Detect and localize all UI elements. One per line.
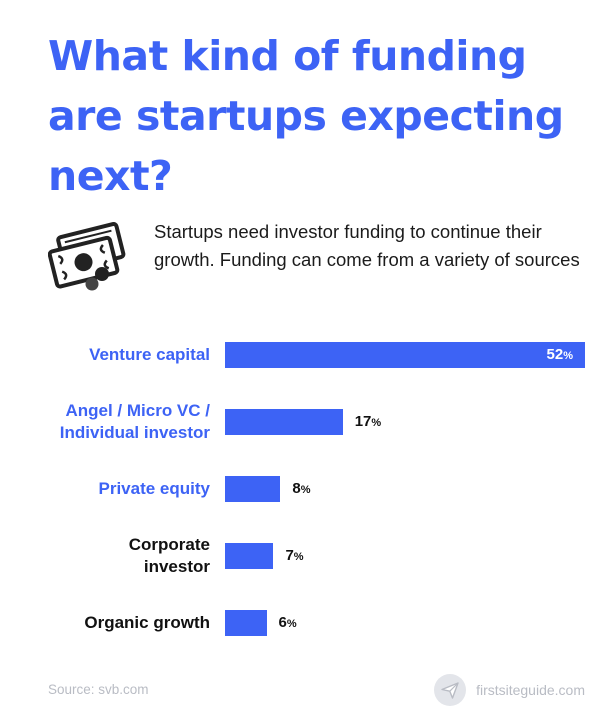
value-number: 8: [292, 480, 301, 497]
page-title: What kind of funding are startups expect…: [48, 32, 564, 200]
value-label: 52%: [225, 342, 573, 369]
value-unit: %: [371, 417, 382, 429]
category-label: Organic growth: [10, 612, 210, 634]
category-label-line: investor: [143, 557, 210, 576]
brand-name: firstsiteguide.com: [476, 682, 585, 698]
intro-section: Startups need investor funding to contin…: [48, 218, 588, 308]
category-label-line: Angel / Micro VC /: [65, 401, 210, 420]
category-label-line: Venture capital: [89, 345, 210, 364]
brand: firstsiteguide.com: [434, 674, 585, 706]
category-label: Venture capital: [10, 344, 210, 366]
value-label: 8%: [292, 476, 310, 503]
category-label-line: Corporate: [128, 535, 210, 554]
value-label: 6%: [279, 610, 297, 637]
source-note: Source: svb.com: [48, 682, 149, 697]
bar: [225, 543, 274, 569]
category-label: Angel / Micro VC / Individual investor: [10, 400, 210, 444]
category-label-line: Individual investor: [59, 423, 210, 442]
value-number: 17: [354, 413, 372, 430]
category-label: Private equity: [10, 478, 211, 500]
value-unit: %: [293, 551, 304, 563]
value-label: 7%: [285, 543, 303, 570]
bar: [225, 610, 267, 636]
bar: [225, 342, 585, 368]
intro-text: Startups need investor funding to contin…: [154, 221, 580, 270]
value-unit: %: [286, 618, 297, 630]
paper-plane-icon: [434, 674, 467, 706]
bar: [225, 476, 281, 502]
value-number: 52: [546, 346, 564, 363]
category-label-line: Private equity: [98, 479, 211, 498]
value-unit: %: [300, 484, 311, 496]
value-number: 6: [278, 614, 287, 631]
category-label-line: Organic growth: [84, 613, 210, 632]
value-number: 7: [285, 547, 294, 564]
value-unit: %: [563, 350, 573, 362]
category-label: Corporate investor: [10, 534, 210, 578]
money-icon: [48, 222, 126, 291]
bar: [225, 409, 343, 435]
bar-chart: Venture capital 52% Angel / Micro VC / Indi…: [0, 330, 605, 650]
value-label: 17%: [355, 409, 381, 436]
